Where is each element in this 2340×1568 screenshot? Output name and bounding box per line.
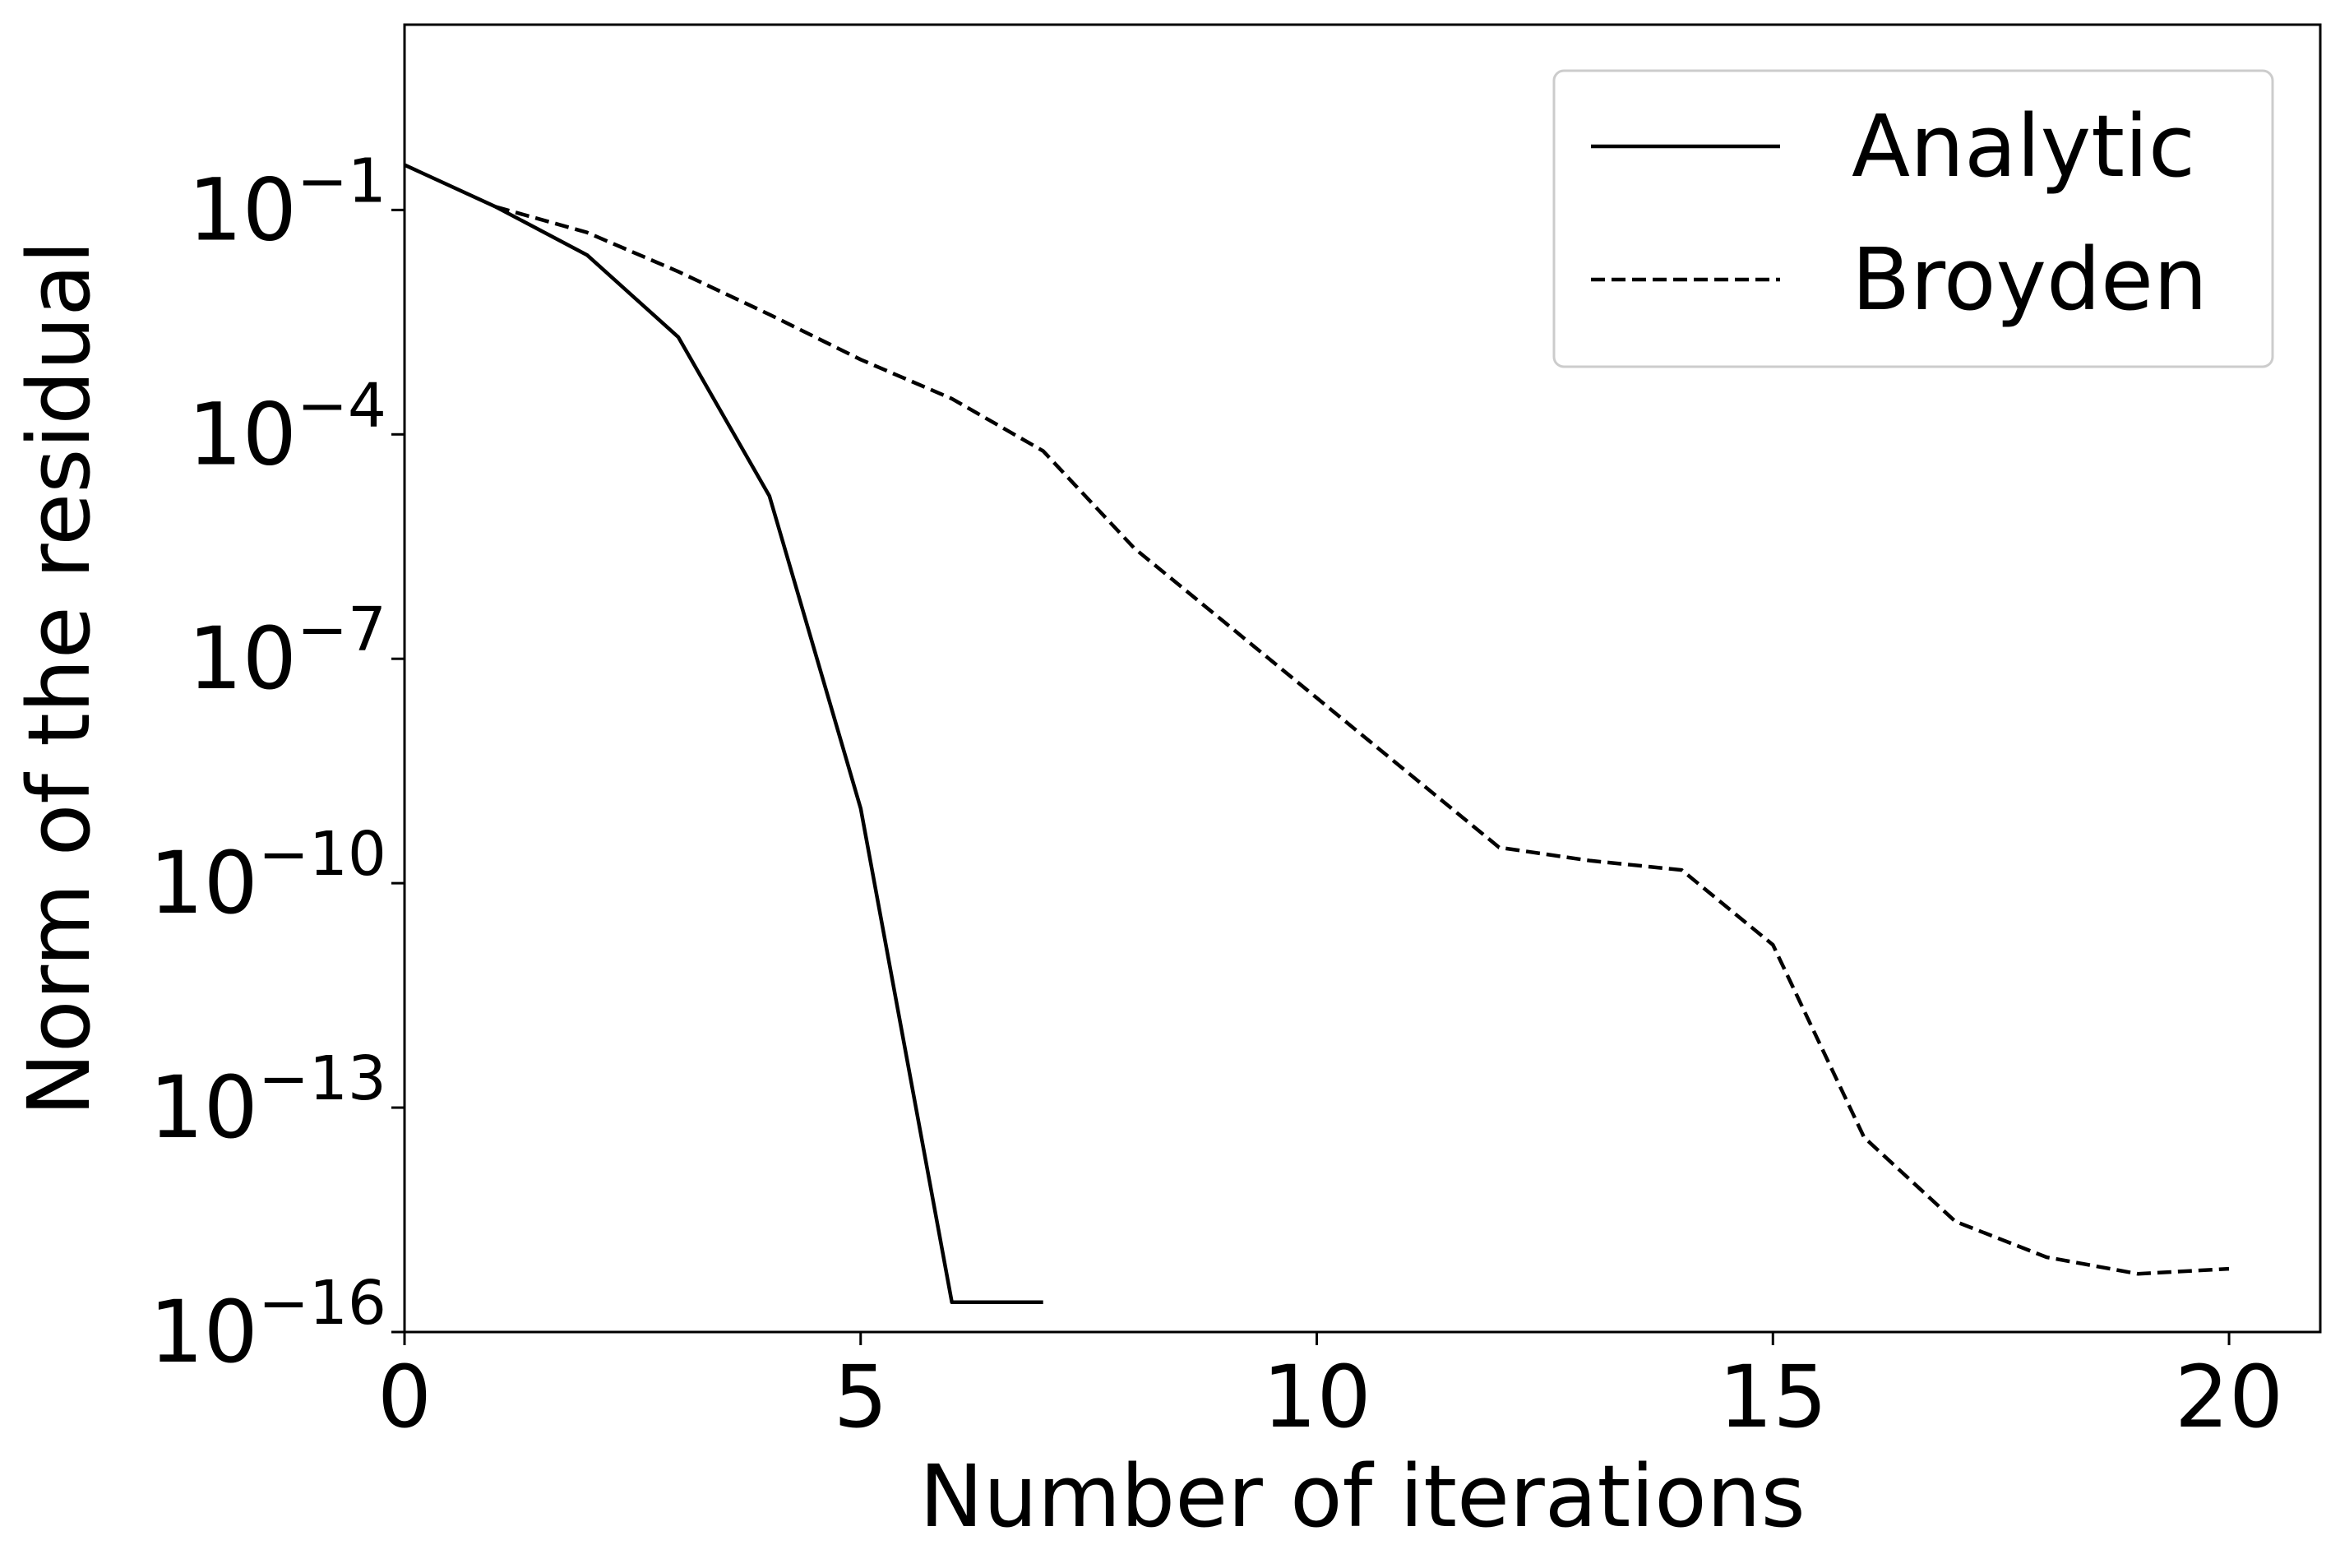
y-tick-label: 10−1 <box>188 146 386 260</box>
x-tick-label: 10 <box>1262 1347 1371 1447</box>
legend: Analytic Broyden <box>1552 69 2274 368</box>
series-layer <box>404 163 2230 1305</box>
legend-label-broyden: Broyden <box>1852 229 2208 330</box>
x-tick-label: 0 <box>377 1347 432 1447</box>
x-axis-label: Number of iterations <box>919 1446 1806 1547</box>
x-tick-label: 5 <box>834 1347 888 1447</box>
x-tick-label: 20 <box>2175 1347 2283 1447</box>
plot-frame <box>403 23 2322 1334</box>
series-line-analytic <box>404 163 1043 1305</box>
y-axis-label: Norm of the residual <box>9 240 109 1117</box>
legend-label-analytic: Analytic <box>1852 96 2195 197</box>
x-tick-label: 15 <box>1718 1347 1827 1447</box>
series-line-broyden <box>495 205 2230 1276</box>
x-axis: 0 5 10 15 20 <box>377 1332 2283 1447</box>
